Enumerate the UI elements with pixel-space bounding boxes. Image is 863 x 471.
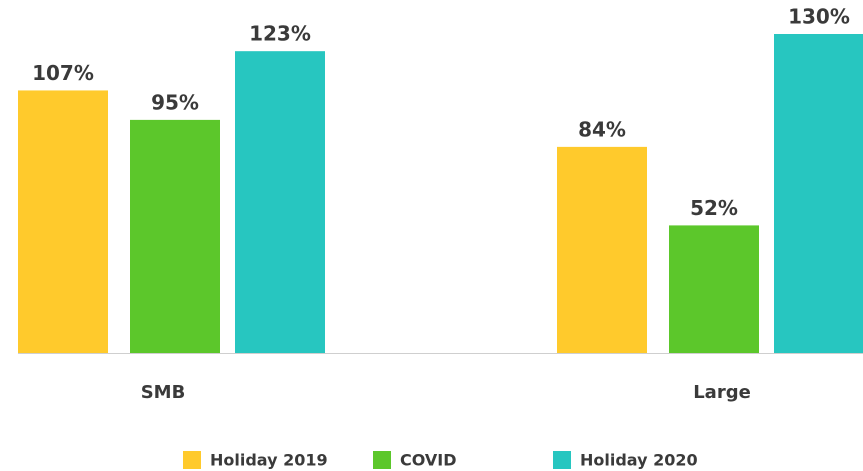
value-label: 95% [151, 90, 199, 114]
value-label: 107% [32, 61, 94, 85]
value-label: 130% [788, 5, 850, 29]
legend-label: Holiday 2019 [210, 451, 328, 470]
bar [557, 146, 647, 353]
legend-swatch [553, 451, 571, 469]
legend-swatch [373, 451, 391, 469]
bar [130, 119, 220, 353]
bar [774, 34, 863, 353]
category-label: SMB [141, 382, 186, 403]
legend-swatch [183, 451, 201, 469]
legend-label: COVID [400, 451, 457, 470]
value-label: 52% [690, 196, 738, 220]
value-label: 84% [578, 117, 626, 141]
bar [235, 51, 325, 354]
bar [18, 90, 108, 353]
bar [669, 225, 759, 353]
legend-label: Holiday 2020 [580, 451, 698, 470]
value-label: 123% [249, 22, 311, 46]
category-label: Large [693, 382, 751, 403]
